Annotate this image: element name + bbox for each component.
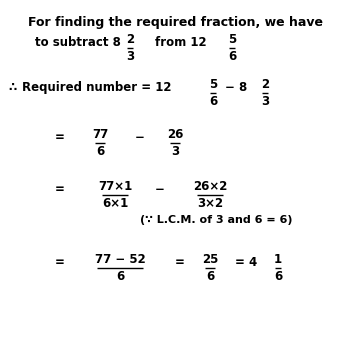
Text: ∴: ∴ bbox=[8, 81, 16, 94]
Text: 26×2: 26×2 bbox=[193, 180, 227, 193]
Text: Required number = 12: Required number = 12 bbox=[22, 81, 172, 94]
Text: 77 − 52: 77 − 52 bbox=[95, 253, 145, 266]
Text: −: − bbox=[135, 131, 145, 144]
Text: (∵ L.C.M. of 3 and 6 = 6): (∵ L.C.M. of 3 and 6 = 6) bbox=[140, 215, 293, 225]
Text: 2: 2 bbox=[261, 78, 269, 91]
Text: =: = bbox=[55, 183, 65, 196]
Text: from 12: from 12 bbox=[155, 36, 207, 49]
Text: =: = bbox=[175, 256, 185, 269]
Text: =: = bbox=[55, 256, 65, 269]
Text: 25: 25 bbox=[202, 253, 218, 266]
Text: 6: 6 bbox=[209, 95, 217, 108]
Text: =: = bbox=[55, 131, 65, 144]
Text: 3: 3 bbox=[126, 50, 134, 63]
Text: 3×2: 3×2 bbox=[197, 197, 223, 210]
Text: = 4: = 4 bbox=[235, 256, 257, 269]
Text: 77: 77 bbox=[92, 128, 108, 141]
Text: 6: 6 bbox=[228, 50, 236, 63]
Text: 6×1: 6×1 bbox=[102, 197, 128, 210]
Text: 5: 5 bbox=[228, 33, 236, 46]
Text: −: − bbox=[155, 183, 165, 196]
Text: 3: 3 bbox=[261, 95, 269, 108]
Text: 6: 6 bbox=[96, 145, 104, 158]
Text: 1: 1 bbox=[274, 253, 282, 266]
Text: 3: 3 bbox=[171, 145, 179, 158]
Text: 2: 2 bbox=[126, 33, 134, 46]
Text: 5: 5 bbox=[209, 78, 217, 91]
Text: 77×1: 77×1 bbox=[98, 180, 132, 193]
Text: to subtract 8: to subtract 8 bbox=[35, 36, 121, 49]
Text: 6: 6 bbox=[116, 270, 124, 283]
Text: 6: 6 bbox=[274, 270, 282, 283]
Text: For finding the required fraction, we have: For finding the required fraction, we ha… bbox=[29, 16, 323, 29]
Text: 6: 6 bbox=[206, 270, 214, 283]
Text: − 8: − 8 bbox=[225, 81, 247, 94]
Text: 26: 26 bbox=[167, 128, 183, 141]
